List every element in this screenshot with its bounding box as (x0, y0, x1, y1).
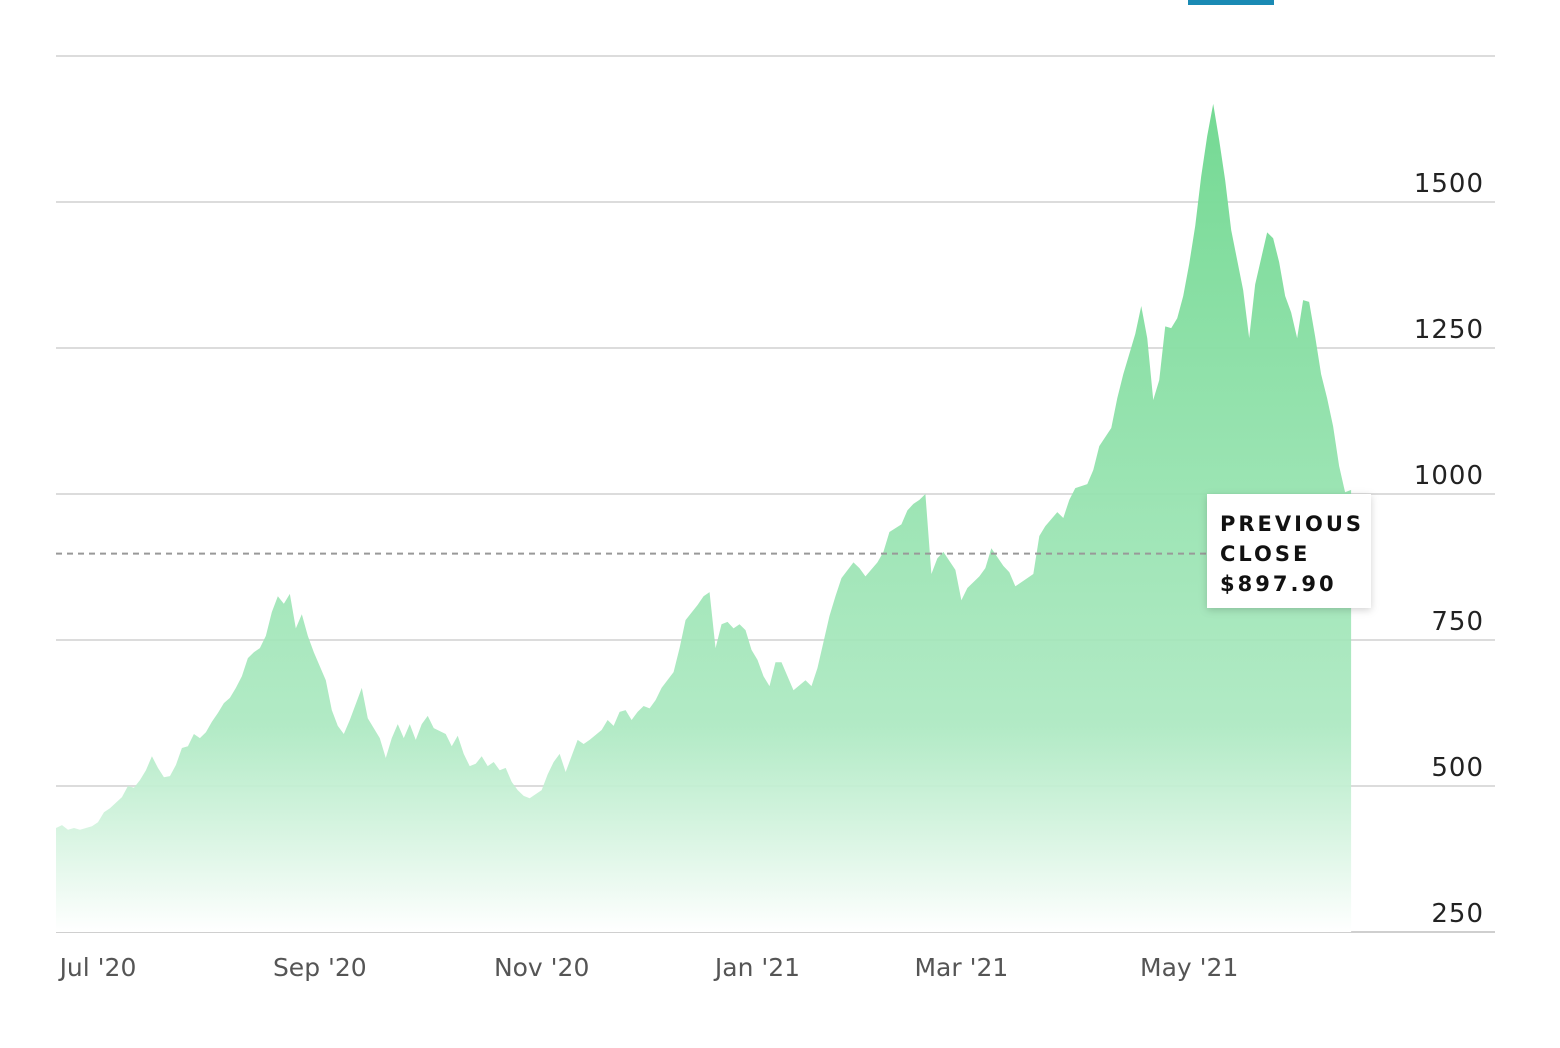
range-tab-indicator (1188, 0, 1274, 5)
tooltip-label: CLOSE (1220, 542, 1310, 566)
x-tick-label: Jul '20 (58, 953, 137, 982)
y-tick-label: 250 (1431, 899, 1484, 929)
tooltip: PREVIOUS CLOSE $897.90 (56, 494, 1371, 608)
x-tick-label: Sep '20 (273, 953, 367, 982)
y-tick-label: 750 (1431, 607, 1484, 637)
y-tick-label: 1000 (1414, 461, 1484, 491)
tooltip-label: PREVIOUS (1220, 512, 1364, 536)
x-tick-label: May '21 (1140, 953, 1238, 982)
y-tick-label: 1500 (1414, 169, 1484, 199)
x-tick-label: Jan '21 (713, 953, 800, 982)
x-tick-label: Nov '20 (494, 953, 589, 982)
plot (56, 103, 1352, 932)
y-tick-label: 1250 (1414, 315, 1484, 345)
tooltip-box (1207, 494, 1371, 608)
axes: 250 500 750 1000 1250 1500 Jul '20 Sep '20 Nov '… (58, 169, 1484, 982)
tooltip-value: $897.90 (1220, 572, 1337, 596)
y-tick-label: 500 (1431, 753, 1484, 783)
x-tick-label: Mar '21 (914, 953, 1008, 982)
price-area (56, 103, 1352, 932)
